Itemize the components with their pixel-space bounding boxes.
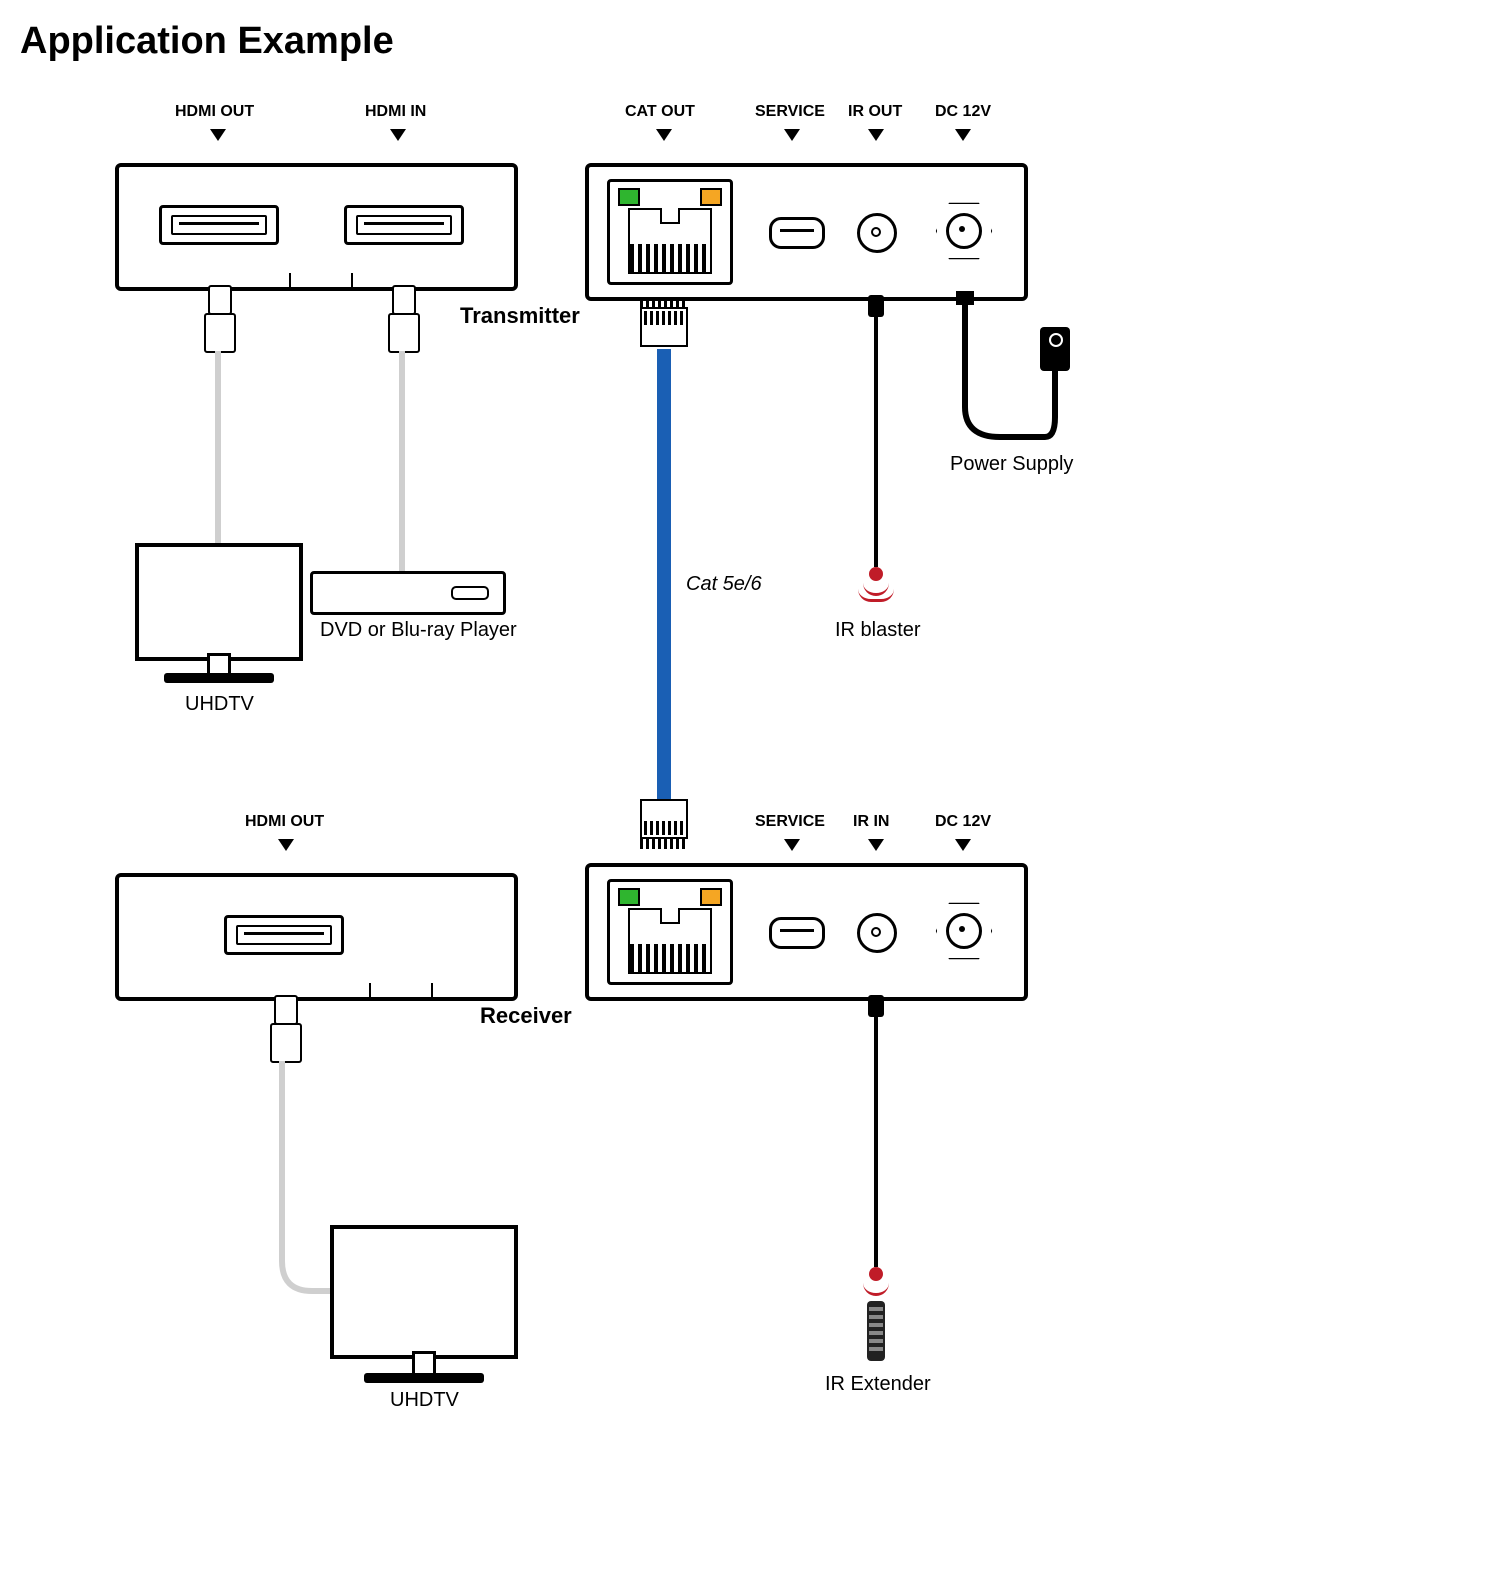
remote-icon <box>867 1301 885 1361</box>
ir-wave-icon <box>863 1283 889 1296</box>
hdmi-out-port <box>159 205 279 245</box>
label-hdmi-in-tx: HDMI IN <box>365 103 426 121</box>
arrow-icon <box>784 839 800 851</box>
dc-plug-icon <box>956 291 974 305</box>
hdmi-plug <box>270 1023 302 1063</box>
label-dc-tx: DC 12V <box>935 103 991 121</box>
arrow-icon <box>955 129 971 141</box>
hdmi-cable <box>399 351 405 571</box>
service-port-rx <box>769 917 825 949</box>
service-port <box>769 217 825 249</box>
jack-plug-icon <box>868 995 884 1017</box>
arrow-icon <box>278 839 294 851</box>
cat-cable <box>657 349 671 799</box>
label-ir-blaster: IR blaster <box>835 619 921 642</box>
rj45-plug-icon <box>640 799 688 839</box>
arrow-icon <box>784 129 800 141</box>
rj45-cat-in-port <box>607 879 733 985</box>
uhdtv-icon <box>330 1225 518 1359</box>
hdmi-plug <box>204 313 236 353</box>
hdmi-in-port <box>344 205 464 245</box>
page-title: Application Example <box>20 20 1466 63</box>
hdmi-plug <box>392 285 416 315</box>
label-uhdtv-rx: UHDTV <box>390 1389 459 1412</box>
dc-jack-tx <box>934 201 994 261</box>
ir-wave-icon <box>858 589 894 602</box>
label-receiver: Receiver <box>480 1003 572 1029</box>
label-ir-out: IR OUT <box>848 103 902 121</box>
rj45-cat-out-port <box>607 179 733 285</box>
label-cat-out: CAT OUT <box>625 103 695 121</box>
diagram-canvas: HDMI OUT HDMI IN CAT OUT SERVICE IR OUT … <box>20 73 1120 1553</box>
dc-jack-rx <box>934 901 994 961</box>
ir-out-jack <box>857 213 897 253</box>
ir-sensor-icon <box>869 1267 883 1281</box>
arrow-icon <box>955 839 971 851</box>
jack-plug-icon <box>868 295 884 317</box>
rj45-plug-icon <box>640 307 688 347</box>
dc-cable <box>950 297 1070 447</box>
label-hdmi-out-rx: HDMI OUT <box>245 813 324 831</box>
power-brick-icon <box>1040 327 1070 371</box>
ir-cable <box>874 1017 878 1267</box>
label-dc-rx: DC 12V <box>935 813 991 831</box>
hdmi-plug <box>208 285 232 315</box>
label-service-rx: SERVICE <box>755 813 825 831</box>
ir-cable <box>874 297 878 567</box>
hdmi-plug <box>388 313 420 353</box>
arrow-icon <box>868 839 884 851</box>
hdmi-out-port-rx <box>224 915 344 955</box>
label-ir-in: IR IN <box>853 813 889 831</box>
transmitter-hdmi-panel <box>115 163 518 291</box>
receiver-hdmi-panel <box>115 873 518 1001</box>
arrow-icon <box>390 129 406 141</box>
hdmi-cable <box>215 351 221 551</box>
hdmi-plug <box>274 995 298 1025</box>
arrow-icon <box>210 129 226 141</box>
receiver-io-panel <box>585 863 1028 1001</box>
ir-blaster-icon <box>869 567 883 581</box>
uhdtv-icon <box>135 543 303 661</box>
label-cat: Cat 5e/6 <box>686 573 762 596</box>
label-transmitter: Transmitter <box>460 303 580 329</box>
label-uhdtv-top: UHDTV <box>185 693 254 716</box>
arrow-icon <box>868 129 884 141</box>
label-power: Power Supply <box>950 453 1073 476</box>
dvd-player-icon <box>310 571 506 615</box>
arrow-icon <box>656 129 672 141</box>
label-hdmi-out-tx: HDMI OUT <box>175 103 254 121</box>
label-service-tx: SERVICE <box>755 103 825 121</box>
label-dvd: DVD or Blu-ray Player <box>320 619 517 642</box>
transmitter-io-panel <box>585 163 1028 301</box>
label-ir-extender: IR Extender <box>825 1373 931 1396</box>
ir-in-jack <box>857 913 897 953</box>
